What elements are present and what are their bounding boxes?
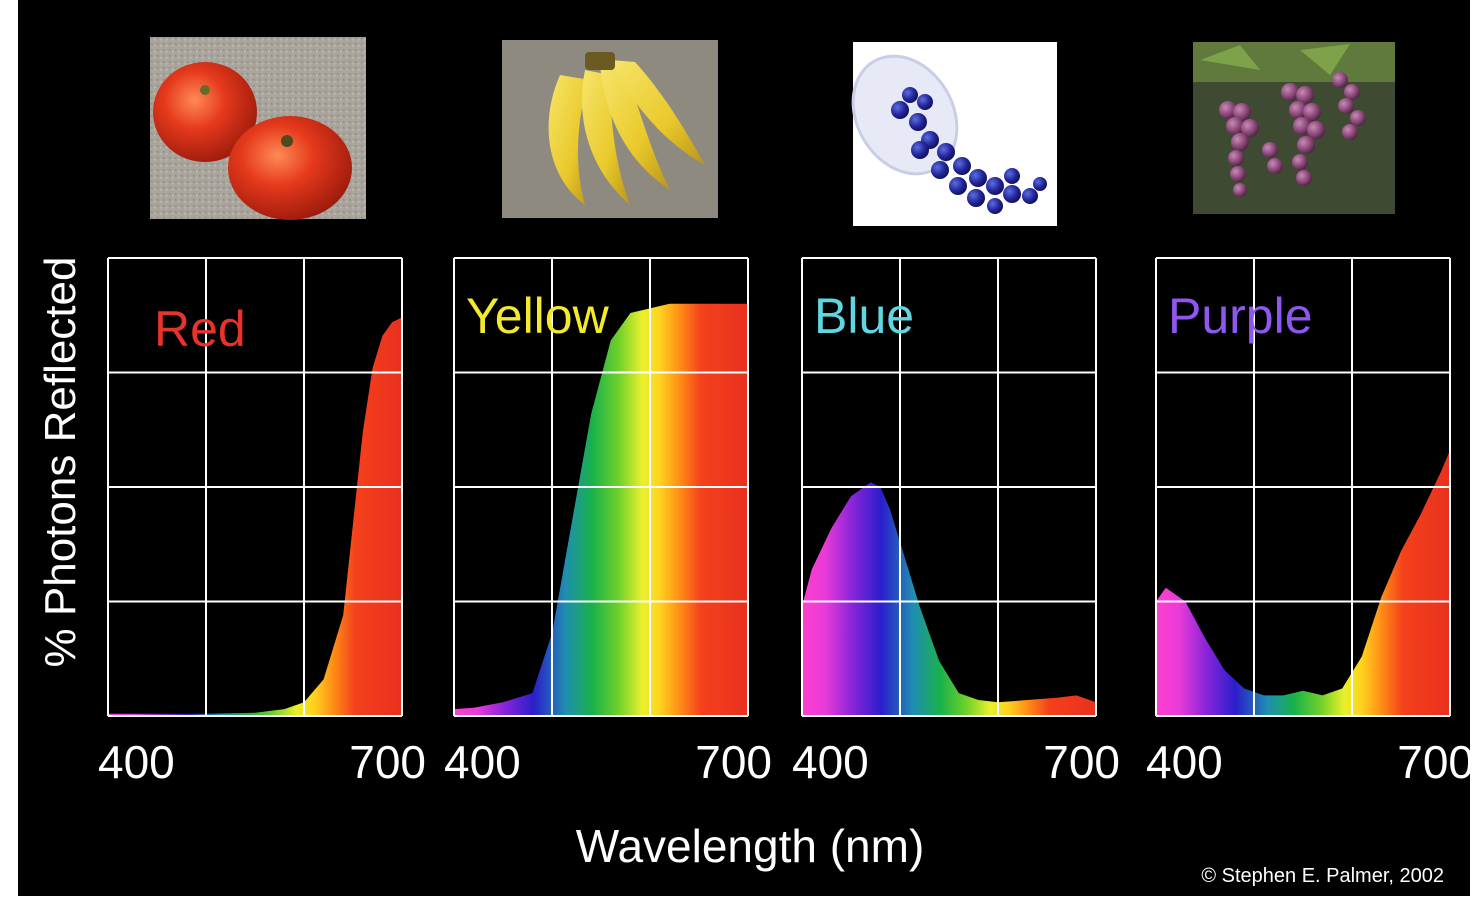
grid-blue — [801, 257, 1097, 717]
grid-purple — [1155, 257, 1451, 717]
panel-red: Red 400 700 — [98, 257, 426, 788]
reflectance-area-purple — [1156, 450, 1450, 716]
x-tick-red-end: 700 — [349, 736, 426, 788]
x-tick-yellow-end: 700 — [695, 736, 772, 788]
panel-blue: Blue 400 700 — [792, 257, 1120, 788]
reflectance-area-blue — [802, 482, 1096, 716]
x-axis-label: Wavelength (nm) — [576, 820, 925, 872]
grapes-photo — [1193, 42, 1395, 214]
blueberry-photo — [851, 42, 1057, 226]
panel-yellow: Yellow 400 700 — [444, 257, 772, 788]
color-label-yellow: Yellow — [466, 288, 610, 344]
banana-photo — [502, 40, 718, 218]
x-tick-yellow-start: 400 — [444, 736, 521, 788]
x-tick-blue-start: 400 — [792, 736, 869, 788]
x-tick-red-start: 400 — [98, 736, 175, 788]
copyright-notice: © Stephen E. Palmer, 2002 — [1201, 865, 1444, 887]
x-tick-blue-end: 700 — [1043, 736, 1120, 788]
y-axis-label: % Photons Reflected — [36, 257, 85, 668]
reflectance-area-red — [108, 317, 402, 716]
color-label-blue: Blue — [814, 288, 914, 344]
tomato-photo — [150, 37, 366, 220]
color-label-purple: Purple — [1168, 288, 1313, 344]
grid-red — [107, 257, 403, 717]
color-label-red: Red — [154, 301, 246, 357]
x-tick-purple-end: 700 — [1397, 736, 1474, 788]
x-tick-purple-start: 400 — [1146, 736, 1223, 788]
grid-yellow — [453, 257, 749, 717]
panel-purple: Purple 400 700 — [1146, 257, 1474, 788]
reflectance-area-yellow — [454, 303, 748, 716]
